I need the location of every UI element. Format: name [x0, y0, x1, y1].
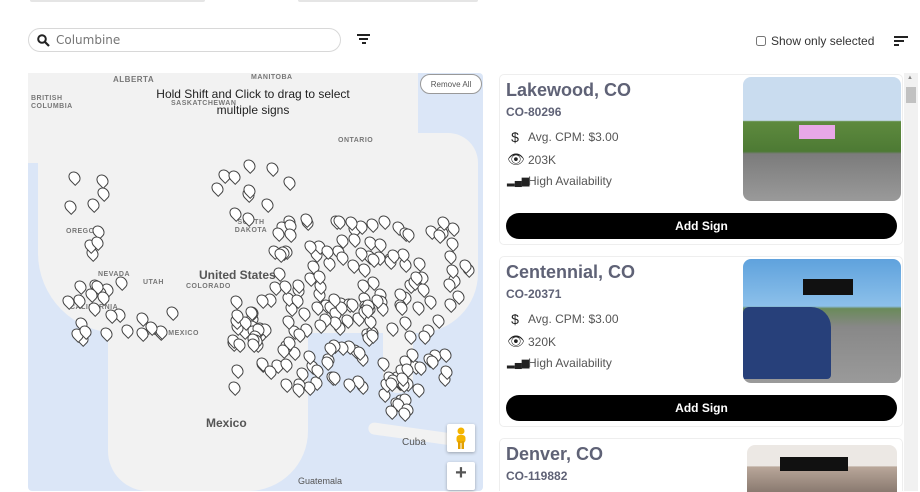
scroll-up-arrow-icon[interactable]: ▲ [907, 75, 913, 81]
map-label: OREGON [66, 228, 101, 235]
add-sign-button[interactable]: Add Sign [506, 395, 897, 421]
availability-value: High Availability [528, 174, 612, 188]
map-label: MANITOBA [251, 74, 293, 81]
top-tab-left [30, 0, 205, 2]
sign-photo [743, 259, 901, 383]
filter-icon[interactable] [356, 34, 371, 46]
remove-all-button[interactable]: Remove All [420, 74, 482, 94]
add-sign-button[interactable]: Add Sign [506, 213, 897, 239]
show-only-selected-checkbox[interactable] [756, 36, 766, 46]
dollar-icon: $ [511, 129, 519, 145]
map-label: BRITISH COLUMBIA [31, 95, 73, 110]
show-only-selected-label: Show only selected [771, 34, 875, 48]
street-view-pegman[interactable] [447, 424, 475, 452]
sign-title: Lakewood, CO [506, 80, 632, 100]
impressions-row: 👁 203K [507, 151, 556, 168]
list-scrollbar[interactable]: ▲ [904, 73, 918, 491]
map-label: Guatemala [298, 476, 343, 486]
cpm-row: $ Avg. CPM: $3.00 [507, 129, 619, 145]
map-label: Mexico [206, 416, 247, 430]
map-label: NEVADA [98, 271, 131, 278]
sign-photo [743, 77, 901, 201]
map-label: ONTARIO [338, 137, 374, 144]
signal-bars-icon: ▂▄▆ [507, 175, 530, 187]
eye-icon: 👁 [507, 333, 525, 349]
cpm-value: Avg. CPM: $3.00 [528, 130, 619, 144]
sign-code: CO-20371 [506, 287, 562, 301]
sort-icon[interactable] [894, 36, 908, 48]
sign-title: Centennial, CO [506, 262, 636, 282]
sign-title: Denver, CO [506, 444, 604, 464]
availability-value: High Availability [528, 356, 612, 370]
map-label: NEW MEXICO [148, 330, 199, 337]
impressions-row: 👁 320K [507, 333, 556, 350]
pegman-icon [456, 427, 466, 449]
sign-code: CO-80296 [506, 105, 562, 119]
cpm-row: $ Avg. CPM: $3.00 [507, 311, 619, 327]
map-label: ALBERTA [113, 75, 155, 84]
sign-code: CO-119882 [506, 469, 568, 483]
cpm-value: Avg. CPM: $3.00 [528, 312, 619, 326]
map-label: COLORADO [186, 283, 231, 290]
map-label: SASKATCHEWAN [171, 100, 237, 107]
show-only-selected-toggle[interactable]: Show only selected [756, 34, 874, 48]
top-tab-right [298, 0, 478, 2]
scrollbar-thumb[interactable] [906, 87, 916, 103]
map-hint: Hold Shift and Click to drag to select m… [156, 87, 350, 117]
map[interactable]: ALBERTA MANITOBA BRITISH COLUMBIA SASKAT… [28, 73, 483, 491]
signal-bars-icon: ▂▄▆ [507, 357, 530, 369]
sign-list: Lakewood, CO CO-80296 $ Avg. CPM: $3.00 👁… [499, 73, 904, 492]
availability-row: ▂▄▆ High Availability [507, 174, 612, 188]
search-input[interactable] [56, 33, 316, 47]
impressions-value: 203K [528, 152, 557, 167]
sign-card[interactable]: Denver, CO CO-119882 [499, 438, 903, 492]
sign-photo [747, 445, 897, 492]
map-label: UTAH [143, 279, 164, 286]
availability-row: ▂▄▆ High Availability [507, 356, 612, 370]
sign-card[interactable]: Centennial, CO CO-20371 $ Avg. CPM: $3.00… [499, 256, 903, 427]
dollar-icon: $ [511, 311, 519, 327]
sign-card[interactable]: Lakewood, CO CO-80296 $ Avg. CPM: $3.00 👁… [499, 74, 903, 245]
map-label: United States [199, 268, 276, 282]
map-label: Cuba [402, 437, 426, 448]
search-icon [37, 33, 50, 47]
impressions-value: 320K [528, 334, 557, 349]
search-field[interactable] [28, 28, 341, 52]
eye-icon: 👁 [507, 151, 525, 167]
zoom-in-button[interactable]: + [447, 462, 475, 490]
